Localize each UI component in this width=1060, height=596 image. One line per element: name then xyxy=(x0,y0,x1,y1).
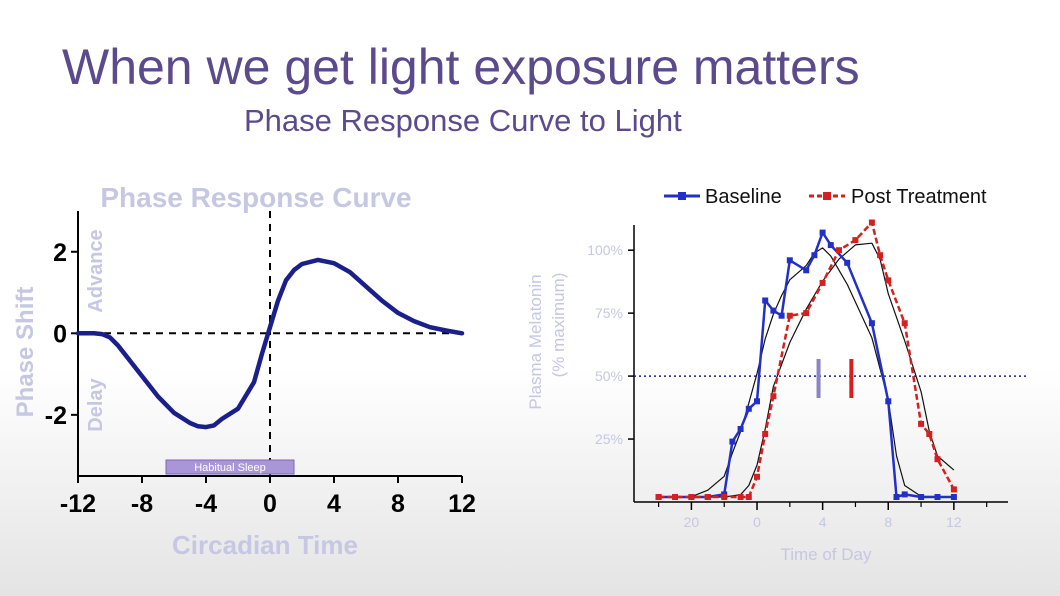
melatonin-x-axis-label: Time of Day xyxy=(780,545,872,564)
series-point-post-treatment xyxy=(745,494,752,500)
prc-y-tick-label: 2 xyxy=(53,239,67,267)
series-point-post-treatment xyxy=(901,320,908,327)
series-point-baseline xyxy=(737,426,744,432)
series-point-baseline xyxy=(819,229,826,236)
legend-baseline-marker xyxy=(678,192,686,200)
series-point-baseline xyxy=(901,491,908,498)
habitual-sleep-band xyxy=(165,459,295,475)
melatonin-legend: Baseline Post Treatment xyxy=(664,186,987,208)
series-point-post-treatment xyxy=(704,494,711,500)
legend-post-treatment-label: Post Treatment xyxy=(851,186,987,208)
prc-title: Phase Response Curve xyxy=(100,182,411,213)
slide-title: When we get light exposure matters xyxy=(62,39,860,95)
series-point-post-treatment xyxy=(655,494,662,500)
prc-x-tick-label: -4 xyxy=(195,490,217,518)
series-point-post-treatment xyxy=(885,277,892,284)
prc-x-tick-label: -12 xyxy=(60,490,96,518)
melatonin-x-tick-label: 12 xyxy=(946,514,962,530)
series-point-post-treatment xyxy=(786,312,793,319)
series-point-baseline xyxy=(803,267,810,274)
series-point-baseline xyxy=(770,307,777,314)
series-point-baseline xyxy=(778,312,785,319)
habitual-sleep-label: Habitual Sleep xyxy=(194,462,266,474)
prc-y-tick-label: 0 xyxy=(53,320,67,348)
prc-x-tick-label: 12 xyxy=(448,490,476,518)
series-point-baseline xyxy=(786,257,793,264)
legend-baseline-label: Baseline xyxy=(705,186,782,208)
fit-curve-baseline xyxy=(658,247,954,498)
series-point-post-treatment xyxy=(934,456,941,463)
series-point-baseline xyxy=(811,252,818,259)
series-point-baseline xyxy=(745,405,752,412)
melatonin-x-tick-label: 8 xyxy=(884,514,892,530)
fit-curve-post-treatment xyxy=(658,242,955,498)
series-point-post-treatment xyxy=(672,494,678,500)
slide-subtitle: Phase Response Curve to Light xyxy=(244,103,682,138)
series-point-post-treatment xyxy=(721,494,728,500)
series-point-post-treatment xyxy=(918,420,925,427)
series-point-baseline xyxy=(918,494,925,500)
series-point-post-treatment xyxy=(770,393,777,400)
series-point-baseline xyxy=(950,494,957,500)
melatonin-x-tick-label: 4 xyxy=(819,514,827,530)
series-point-baseline xyxy=(844,259,851,266)
series-point-post-treatment xyxy=(688,494,695,500)
series-point-baseline xyxy=(827,242,834,249)
legend-post-treatment-marker xyxy=(823,192,831,200)
melatonin-y-tick-label: 100% xyxy=(587,242,623,258)
series-point-post-treatment xyxy=(754,473,760,480)
series-point-post-treatment xyxy=(877,252,884,259)
series-point-post-treatment xyxy=(950,486,957,493)
series-point-post-treatment xyxy=(803,310,810,317)
series-point-post-treatment xyxy=(762,431,769,437)
series-point-baseline xyxy=(885,398,892,405)
prc-y-axis-label: Phase Shift xyxy=(12,287,39,418)
prc-x-tick-label: 4 xyxy=(327,490,341,518)
series-point-baseline xyxy=(893,494,900,500)
prc-advance-label: Advance xyxy=(85,229,107,312)
prc-y-tick-label: -2 xyxy=(45,402,67,430)
melatonin-y-axis-label-line2: (% maximum) xyxy=(549,273,568,378)
series-line-post-treatment xyxy=(658,221,955,499)
series-point-baseline xyxy=(754,398,760,405)
melatonin-x-tick-label: 20 xyxy=(684,514,700,530)
melatonin-y-tick-label: 75% xyxy=(595,305,623,321)
series-point-baseline xyxy=(934,494,941,500)
series-point-post-treatment xyxy=(926,431,933,437)
series-point-post-treatment xyxy=(819,279,826,286)
series-point-post-treatment xyxy=(836,247,842,254)
melatonin-y-tick-label: 25% xyxy=(595,431,623,447)
prc-x-axis-label: Circadian Time xyxy=(172,530,358,560)
prc-delay-label: Delay xyxy=(85,377,107,431)
melatonin-y-axis-label-line1: Plasma Melatonin xyxy=(526,274,545,409)
prc-x-tick-label: 8 xyxy=(391,490,405,518)
series-point-post-treatment xyxy=(868,219,875,226)
series-point-baseline xyxy=(762,297,769,304)
melatonin-y-tick-label: 50% xyxy=(595,368,623,384)
prc-curve xyxy=(75,257,465,430)
series-point-post-treatment xyxy=(852,237,859,244)
prc-x-tick-label: 0 xyxy=(263,490,277,518)
melatonin-x-tick-label: 0 xyxy=(753,514,761,530)
series-point-baseline xyxy=(729,438,736,445)
series-point-baseline xyxy=(868,320,875,327)
series-point-post-treatment xyxy=(737,494,744,500)
prc-x-tick-label: -8 xyxy=(131,490,153,518)
